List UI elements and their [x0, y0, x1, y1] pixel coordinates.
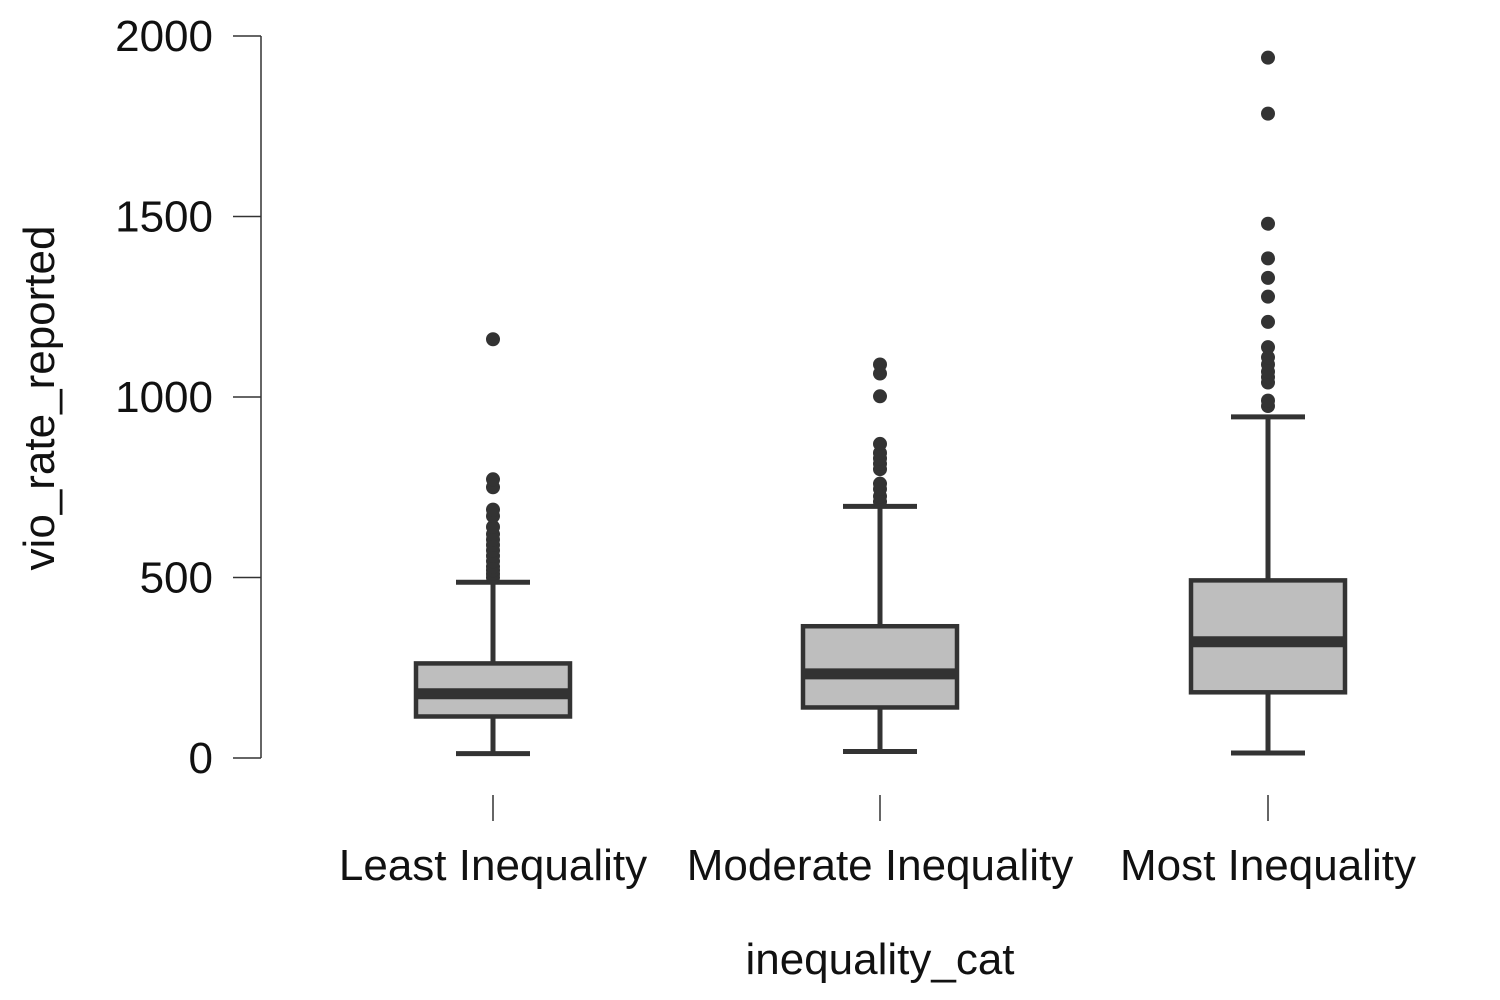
box-group-2	[800, 357, 960, 755]
outlier-point	[1261, 393, 1275, 408]
outlier-point	[1261, 340, 1275, 355]
outlier-point	[873, 389, 887, 404]
outlier-point	[1261, 216, 1275, 231]
outlier-point	[1261, 50, 1275, 65]
y-tick-label-500: 500	[140, 554, 213, 603]
y-tick-label-0: 0	[189, 734, 213, 783]
y-tick-label-2000: 2000	[115, 12, 213, 61]
y-axis: 0 500 1000 1500 2000	[115, 12, 262, 783]
box-group-1	[413, 332, 573, 757]
outlier-point	[486, 519, 500, 534]
x-axis-title: inequality_cat	[745, 935, 1014, 984]
x-tick-label-1: Least Inequality	[339, 841, 647, 890]
outlier-point	[1261, 314, 1275, 329]
x-tick-label-3: Most Inequality	[1120, 841, 1416, 890]
outlier-point	[1261, 251, 1275, 266]
iqr-box	[800, 623, 960, 710]
x-axis: Least Inequality Moderate Inequality Most …	[339, 795, 1416, 890]
y-tick-label-1500: 1500	[115, 193, 213, 242]
outlier-point	[486, 502, 500, 517]
x-tick-label-2: Moderate Inequality	[687, 841, 1073, 890]
box-group-3	[1188, 50, 1348, 756]
boxes	[413, 50, 1348, 757]
outlier-point	[1261, 270, 1275, 285]
outlier-point	[873, 476, 887, 491]
outlier-point	[873, 357, 887, 372]
outlier-point	[1261, 350, 1275, 365]
outlier-point	[1261, 289, 1275, 304]
outlier-point	[1261, 106, 1275, 121]
outlier-point	[873, 436, 887, 451]
y-axis-title: vio_rate_reported	[15, 226, 64, 571]
outlier-point	[486, 472, 500, 487]
y-tick-label-1000: 1000	[115, 373, 213, 422]
outlier-point	[486, 332, 500, 347]
